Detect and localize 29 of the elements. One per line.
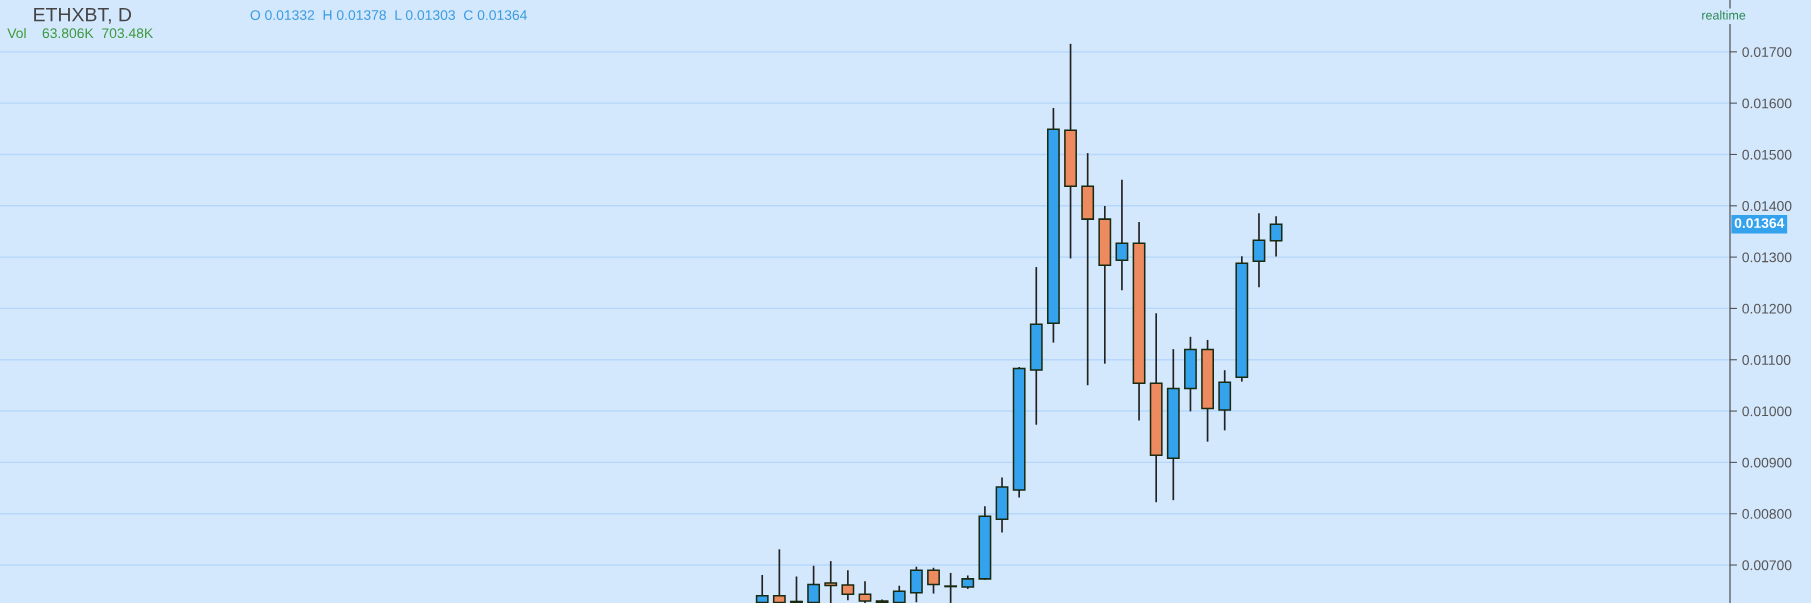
annotation: Vol 63.806K 703.48K xyxy=(7,27,154,39)
candlestick xyxy=(772,549,786,603)
y-tick-label: 0.01300 xyxy=(1742,252,1792,263)
y-tick-label: 0.01500 xyxy=(1742,149,1792,160)
candlestick xyxy=(824,561,838,603)
candlestick xyxy=(927,567,940,594)
candlestick xyxy=(1269,216,1283,257)
y-tick-label: 0.01600 xyxy=(1742,98,1792,109)
candlestick xyxy=(858,581,872,603)
candlestick xyxy=(1252,213,1266,288)
candlestick xyxy=(841,570,855,601)
y-tick-label: 0.01200 xyxy=(1742,303,1792,314)
chart-title: ETHXBT, D xyxy=(34,7,132,24)
y-tick-label: 0.01000 xyxy=(1742,406,1792,417)
candlestick xyxy=(790,576,803,603)
y-tick-label: 0.00900 xyxy=(1742,457,1792,468)
text: 0.01364 xyxy=(1734,218,1785,229)
y-tick-label: 0.01100 xyxy=(1742,355,1791,365)
candlestick xyxy=(944,572,958,603)
candlestick xyxy=(807,565,821,603)
candlestick xyxy=(755,574,769,603)
y-tick-label: 0.01700 xyxy=(1742,47,1792,57)
annotation: realtime xyxy=(1702,10,1746,20)
y-tick-label: 0.00800 xyxy=(1742,509,1792,519)
annotation: O 0.01332 H 0.01378 L 0.01303 C 0.01364 xyxy=(250,10,527,21)
candlestick xyxy=(909,566,923,603)
candlestick xyxy=(1115,179,1129,291)
y-tick-label: 0.01400 xyxy=(1742,201,1792,211)
y-tick-label: 0.00700 xyxy=(1742,560,1792,571)
